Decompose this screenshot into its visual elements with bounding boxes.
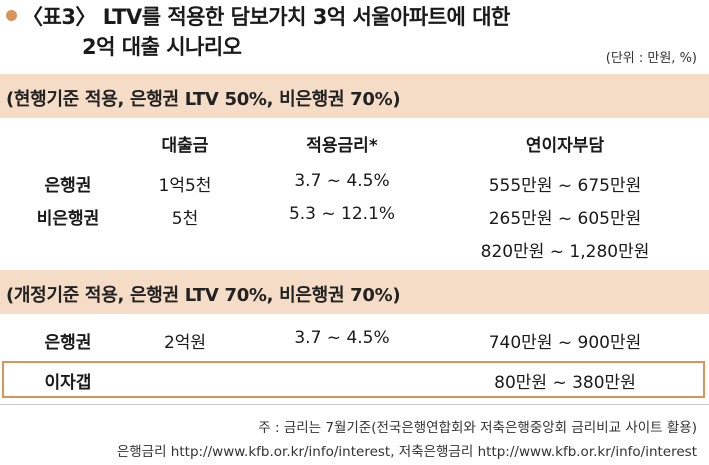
header-burden: 연이자부담: [525, 136, 605, 156]
row-label: 비은행권: [36, 209, 100, 229]
table-title: 〈표3〉 LTV를 적용한 담보가치 3억 서울아파트에 대한 2억 대출 시나…: [0, 0, 709, 66]
row-loan: 5천: [171, 209, 199, 229]
row-burden-total: 820만원 ~ 1,280만원: [480, 242, 650, 262]
row-burden: 555만원 ~ 675만원: [488, 176, 642, 196]
title-line-1: 〈표3〉 LTV를 적용한 담보가치 3억 서울아파트에 대한: [22, 5, 510, 29]
title-line-2: 2억 대출 시나리오: [82, 35, 242, 59]
header-loan: 대출금: [161, 136, 209, 156]
section-current-standard: (현행기준 적용, 은행권 LTV 50%, 비은행권 70%): [0, 74, 709, 118]
gap-label: 이자갭: [44, 373, 92, 393]
row-rate: 3.7 ~ 4.5%: [294, 328, 390, 348]
unit-label: (단위 : 만원, %): [605, 51, 697, 66]
header-rate: 적용금리*: [306, 136, 378, 156]
row-rate: 3.7 ~ 4.5%: [294, 171, 390, 191]
section-current-title: (현행기준 적용, 은행권 LTV 50%, 비은행권 70%): [6, 89, 401, 110]
row-loan: 1억5천: [158, 176, 212, 196]
footer-divider: [0, 404, 709, 405]
gap-burden: 80만원 ~ 380만원: [494, 373, 636, 393]
row-rate: 5.3 ~ 12.1%: [288, 204, 396, 224]
row-burden: 265만원 ~ 605만원: [488, 209, 642, 229]
section-revised-title: (개정기준 적용, 은행권 LTV 70%, 비은행권 70%): [6, 285, 401, 306]
row-burden: 740만원 ~ 900만원: [488, 333, 642, 353]
interest-gap-box: [2, 361, 705, 398]
bullet-dot-icon: [6, 10, 17, 21]
row-loan: 2억원: [163, 333, 207, 353]
section-revised-standard: (개정기준 적용, 은행권 LTV 70%, 비은행권 70%): [0, 270, 709, 314]
row-label: 은행권: [44, 333, 92, 353]
footnote-line-2: 은행금리 http://www.kfb.or.kr/info/interest,…: [116, 444, 697, 460]
row-label: 은행권: [44, 176, 92, 196]
footnote-line-1: 주 : 금리는 7월기준(전국은행연합회와 저축은행중앙회 금리비교 사이트 활…: [258, 420, 697, 436]
